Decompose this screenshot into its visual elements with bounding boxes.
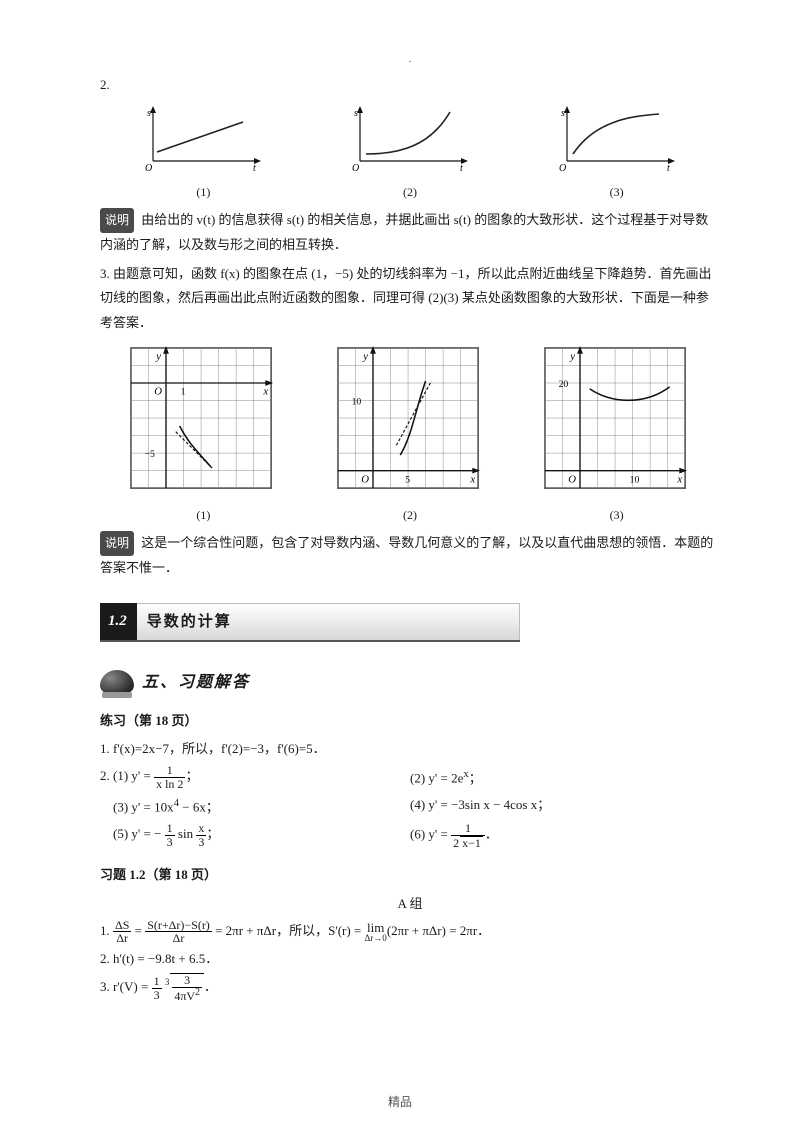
svg-text:20: 20	[558, 379, 568, 390]
practice-2-item: (4) y' = −3sin x − 4cos x；	[410, 793, 720, 820]
svg-text:y: y	[362, 350, 368, 362]
group-a-3: 3. r'(V) = 13 334πV2．	[100, 973, 720, 1002]
practice-2-prefix: 2.	[100, 768, 113, 783]
svg-text:10: 10	[352, 396, 362, 407]
top-dot: .	[100, 50, 720, 69]
explain-1: 说明 由给出的 v(t) 的信息获得 s(t) 的相关信息，并据此画出 s(t)…	[100, 208, 720, 257]
practice-1: 1. f'(x)=2x−7，所以，f'(2)=−3，f'(6)=5．	[100, 737, 720, 762]
svg-text:−5: −5	[145, 449, 155, 460]
grid-chart-svg: y x O 5 10	[336, 346, 484, 494]
practice-2-item: (6) y' = 12x−1．	[410, 822, 720, 849]
svg-text:x: x	[676, 473, 682, 485]
group-a-2: 2. h'(t) = −9.8t + 6.5．	[100, 947, 720, 972]
exercise-title: 习题 1.2（第 18 页）	[100, 863, 720, 888]
section-title: 导数的计算	[137, 603, 520, 641]
grid-chart-caption: (3)	[534, 504, 699, 527]
svg-text:s: s	[147, 108, 151, 119]
svg-text:x: x	[469, 473, 475, 485]
sub-header: 五、习题解答	[100, 668, 720, 698]
svg-text:O: O	[559, 163, 566, 171]
explain-badge: 说明	[100, 208, 134, 233]
mini-chart-svg: s t O	[557, 106, 677, 171]
page-footer: 精品	[0, 1091, 800, 1114]
svg-text:s: s	[354, 108, 358, 119]
mini-chart-svg: s t O	[143, 106, 263, 171]
grid-chart-caption: (1)	[121, 504, 286, 527]
practice-title: 练习（第 18 页）	[100, 709, 720, 734]
sub-header-text: 五、习题解答	[142, 668, 250, 698]
svg-text:O: O	[145, 163, 152, 171]
svg-text:O: O	[155, 385, 163, 397]
mini-chart-1: s t O (1)	[133, 106, 273, 204]
svg-text:y: y	[156, 350, 162, 362]
explain-1-text: 由给出的 v(t) 的信息获得 s(t) 的相关信息，并据此画出 s(t) 的图…	[100, 212, 708, 252]
svg-text:x: x	[263, 385, 269, 397]
group-a-1: 1. ΔSΔr = S(r+Δr)−S(r)Δr = 2πr + πΔr，所以，…	[100, 919, 720, 945]
section-bar: 1.2 导数的计算	[100, 603, 520, 643]
explain-2: 说明 这是一个综合性问题，包含了对导数内涵、导数几何意义的了解，以及以直代曲思想…	[100, 531, 720, 580]
svg-text:t: t	[667, 163, 670, 171]
practice-2-item: (2) y' = 2ex；	[410, 764, 720, 791]
grid-chart-svg: y x O 10 20	[543, 346, 691, 494]
svg-text:O: O	[568, 473, 576, 485]
explain-badge-2: 说明	[100, 531, 134, 556]
mini-chart-3: s t O (3)	[547, 106, 687, 204]
svg-text:O: O	[361, 473, 369, 485]
svg-text:10: 10	[629, 474, 639, 485]
problem-3: 3. 由题意可知，函数 f(x) 的图象在点 (1，−5) 处的切线斜率为 −1…	[100, 262, 720, 336]
practice-2-item: 2. (5) y' = − 13 sin x3；	[100, 822, 410, 849]
section-number: 1.2	[100, 603, 137, 641]
svg-text:s: s	[561, 108, 565, 119]
practice-2-row: 2. (5) y' = − 13 sin x3；(6) y' = 12x−1．	[100, 822, 720, 849]
grid-charts-row: y x O 1 −5 (1) y x O 5 10 (2) y x	[100, 346, 720, 527]
svg-text:5: 5	[405, 474, 410, 485]
grid-chart-1: y x O 1 −5 (1)	[121, 346, 286, 527]
grid-chart-caption: (2)	[327, 504, 492, 527]
mini-chart-caption: (2)	[340, 181, 480, 204]
top-charts-row: s t O (1) s t O (2)	[100, 106, 720, 204]
practice-2-row: 2. (3) y' = 10x4 − 6x；(4) y' = −3sin x −…	[100, 793, 720, 820]
mini-chart-2: s t O (2)	[340, 106, 480, 204]
svg-text:1: 1	[181, 386, 186, 397]
page: . 2. s t O (1) s t O	[0, 0, 800, 1132]
grid-chart-2: y x O 5 10 (2)	[327, 346, 492, 527]
svg-text:O: O	[352, 163, 359, 171]
grid-chart-3: y x O 10 20 (3)	[534, 346, 699, 527]
problem-2-label: 2.	[100, 73, 720, 98]
mini-chart-caption: (3)	[547, 181, 687, 204]
svg-text:t: t	[460, 163, 463, 171]
explain-2-text: 这是一个综合性问题，包含了对导数内涵、导数几何意义的了解，以及以直代曲思想的领悟…	[100, 535, 713, 575]
mini-chart-caption: (1)	[133, 181, 273, 204]
practice-2-row: 2. (1) y' = 1x ln 2；(2) y' = 2ex；	[100, 764, 720, 791]
group-a-label: A 组	[100, 892, 720, 917]
grid-chart-svg: y x O 1 −5	[129, 346, 277, 494]
book-icon	[100, 670, 134, 696]
practice-2: 2. (1) y' = 1x ln 2；(2) y' = 2ex；2. (3) …	[100, 764, 720, 849]
svg-text:t: t	[253, 163, 256, 171]
practice-2-item: 2. (3) y' = 10x4 − 6x；	[100, 793, 410, 820]
svg-text:y: y	[569, 350, 575, 362]
mini-chart-svg: s t O	[350, 106, 470, 171]
practice-2-item: 2. (1) y' = 1x ln 2；	[100, 764, 410, 791]
